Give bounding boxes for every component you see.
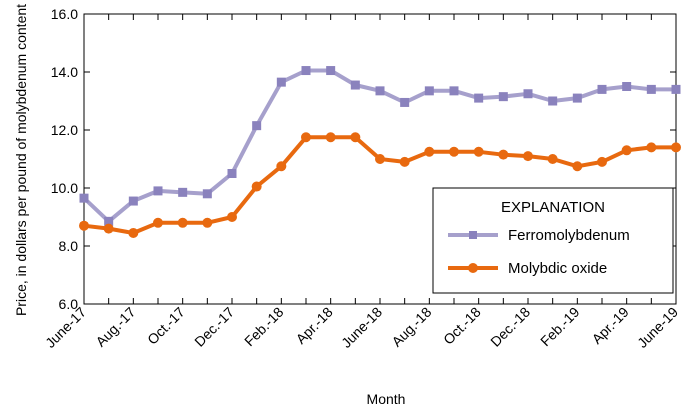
data-point-molybdic-oxide bbox=[325, 132, 336, 143]
data-point-ferromolybdenum bbox=[400, 97, 410, 107]
y-axis-title: Price, in dollars per pound of molybdenu… bbox=[13, 4, 29, 316]
x-tick-label: June-19 bbox=[634, 304, 681, 351]
x-axis-title: Month bbox=[367, 391, 406, 407]
legend-marker-ferromolybdenum bbox=[469, 231, 477, 239]
data-point-ferromolybdenum bbox=[178, 187, 188, 197]
data-point-ferromolybdenum bbox=[622, 82, 632, 91]
data-point-ferromolybdenum bbox=[128, 196, 138, 206]
data-point-molybdic-oxide bbox=[621, 145, 632, 156]
data-point-molybdic-oxide bbox=[79, 220, 89, 231]
y-tick-label: 12.0 bbox=[51, 122, 78, 138]
data-point-molybdic-oxide bbox=[350, 132, 361, 143]
data-point-molybdic-oxide bbox=[498, 149, 509, 160]
data-point-molybdic-oxide bbox=[449, 146, 459, 157]
data-point-ferromolybdenum bbox=[424, 86, 434, 96]
x-tick-label: Feb.-18 bbox=[241, 304, 287, 350]
data-point-molybdic-oxide bbox=[646, 142, 657, 153]
data-point-molybdic-oxide bbox=[251, 181, 262, 192]
data-point-ferromolybdenum bbox=[79, 193, 89, 203]
data-point-molybdic-oxide bbox=[128, 227, 139, 238]
legend-marker-molybdic-oxide bbox=[468, 263, 478, 273]
data-point-molybdic-oxide bbox=[276, 161, 287, 172]
x-tick-label: Aug.-17 bbox=[92, 304, 138, 350]
data-point-ferromolybdenum bbox=[671, 84, 681, 94]
data-point-molybdic-oxide bbox=[597, 156, 607, 167]
data-point-ferromolybdenum bbox=[276, 77, 286, 87]
y-axis: 6.0 8.0 10.0 12.0 14.0 16.0 bbox=[51, 6, 676, 312]
data-point-molybdic-oxide bbox=[523, 151, 533, 162]
data-point-ferromolybdenum bbox=[153, 186, 163, 196]
data-point-molybdic-oxide bbox=[399, 156, 410, 167]
x-tick-label: Aug.-18 bbox=[388, 304, 434, 350]
x-tick-label: Dec.-18 bbox=[487, 304, 533, 350]
data-point-ferromolybdenum bbox=[252, 121, 262, 131]
data-point-molybdic-oxide bbox=[671, 142, 681, 153]
data-point-molybdic-oxide bbox=[301, 132, 311, 143]
data-point-ferromolybdenum bbox=[449, 86, 459, 96]
series-layer bbox=[79, 66, 681, 238]
y-tick-label: 16.0 bbox=[51, 6, 78, 22]
data-point-ferromolybdenum bbox=[597, 84, 607, 94]
data-point-ferromolybdenum bbox=[301, 66, 311, 76]
data-point-ferromolybdenum bbox=[548, 96, 558, 106]
data-point-molybdic-oxide bbox=[103, 223, 114, 234]
data-point-molybdic-oxide bbox=[375, 154, 385, 164]
data-point-molybdic-oxide bbox=[424, 146, 435, 157]
x-tick-label: Dec.-17 bbox=[191, 304, 237, 350]
data-point-molybdic-oxide bbox=[153, 217, 163, 228]
y-tick-label: 6.0 bbox=[59, 296, 79, 312]
legend-label-molybdic-oxide: Molybdic oxide bbox=[508, 260, 607, 277]
legend: EXPLANATION Ferromolybdenum Molybdic oxi… bbox=[432, 187, 674, 294]
data-point-ferromolybdenum bbox=[523, 89, 533, 99]
y-tick-label: 10.0 bbox=[51, 180, 78, 196]
data-point-ferromolybdenum bbox=[350, 80, 360, 90]
legend-label-ferromolybdenum: Ferromolybdenum bbox=[508, 227, 630, 244]
data-point-molybdic-oxide bbox=[202, 217, 213, 228]
data-point-ferromolybdenum bbox=[498, 92, 508, 102]
data-point-molybdic-oxide bbox=[227, 212, 237, 222]
y-axis-title-group: Price, in dollars per pound of molybdenu… bbox=[13, 4, 29, 316]
data-point-ferromolybdenum bbox=[572, 93, 582, 103]
data-point-ferromolybdenum bbox=[375, 86, 385, 96]
data-point-molybdic-oxide bbox=[547, 154, 558, 164]
x-tick-label: Apr.-18 bbox=[293, 304, 336, 347]
x-tick-label: Feb.-19 bbox=[537, 304, 583, 350]
data-point-ferromolybdenum bbox=[227, 169, 237, 178]
data-point-molybdic-oxide bbox=[473, 146, 484, 157]
x-tick-label: Oct.-17 bbox=[144, 304, 188, 348]
data-point-ferromolybdenum bbox=[646, 84, 656, 94]
x-tick-label: Oct.-18 bbox=[440, 304, 484, 348]
data-point-ferromolybdenum bbox=[326, 66, 336, 76]
data-point-molybdic-oxide bbox=[177, 217, 188, 228]
y-tick-label: 14.0 bbox=[51, 64, 78, 80]
data-point-ferromolybdenum bbox=[202, 189, 212, 199]
y-tick-label: 8.0 bbox=[59, 238, 79, 254]
x-tick-label: June-18 bbox=[338, 304, 385, 351]
x-axis: June-17 Aug.-17 Oct.-17 Dec.-17 Feb.-18 Apr.-… bbox=[42, 14, 681, 351]
legend-box bbox=[432, 187, 674, 294]
data-point-molybdic-oxide bbox=[572, 161, 583, 172]
x-tick-label: Apr.-19 bbox=[589, 304, 632, 347]
legend-title: EXPLANATION bbox=[501, 199, 605, 216]
data-point-ferromolybdenum bbox=[474, 93, 484, 103]
